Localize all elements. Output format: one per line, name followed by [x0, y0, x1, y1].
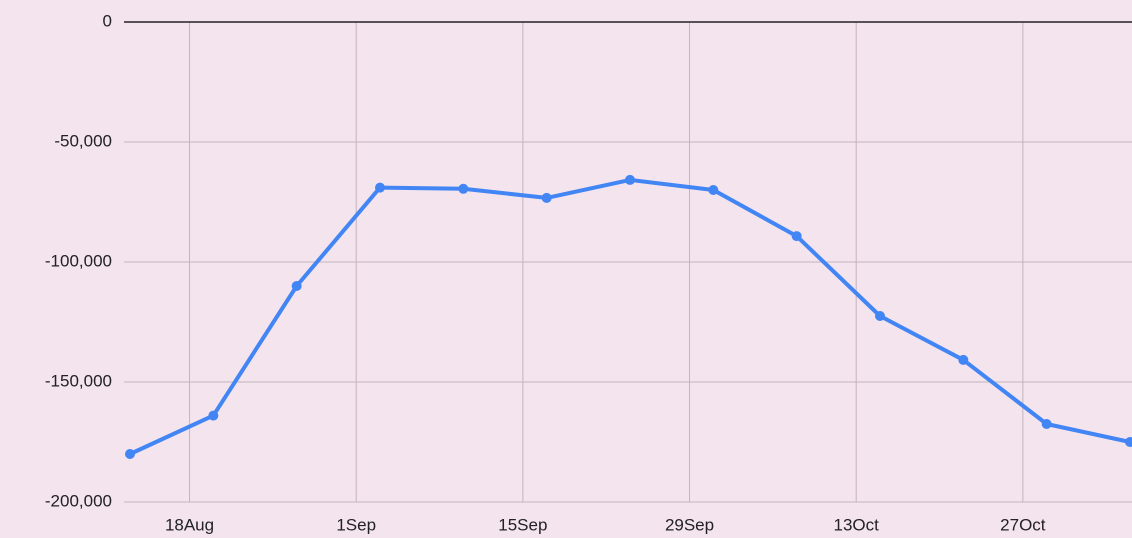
data-point	[458, 183, 469, 194]
x-tick-label: 15Sep	[498, 515, 547, 534]
data-point	[291, 281, 302, 291]
y-tick-label: -150,000	[45, 371, 112, 390]
y-tick-label: -200,000	[45, 491, 112, 510]
data-point	[708, 185, 719, 195]
data-point	[958, 354, 969, 365]
data-point	[791, 231, 802, 242]
data-point	[208, 410, 219, 421]
data-point	[375, 182, 385, 193]
x-tick-label: 13Oct	[834, 515, 880, 534]
data-point	[875, 311, 885, 321]
x-tick-label: 18Aug	[165, 515, 214, 534]
data-point	[125, 449, 135, 459]
y-tick-label: -100,000	[45, 251, 112, 270]
y-tick-label: 0	[103, 11, 112, 30]
data-point	[625, 174, 635, 185]
x-tick-label: 1Sep	[336, 515, 376, 534]
data-point	[1041, 419, 1052, 429]
data-point	[1125, 437, 1132, 447]
data-point	[541, 192, 552, 203]
data-line	[129, 177, 1131, 456]
x-tick-label: 29Sep	[665, 515, 714, 534]
x-tick-label: 27Oct	[1000, 515, 1046, 534]
y-tick-label: -50,000	[54, 131, 112, 150]
